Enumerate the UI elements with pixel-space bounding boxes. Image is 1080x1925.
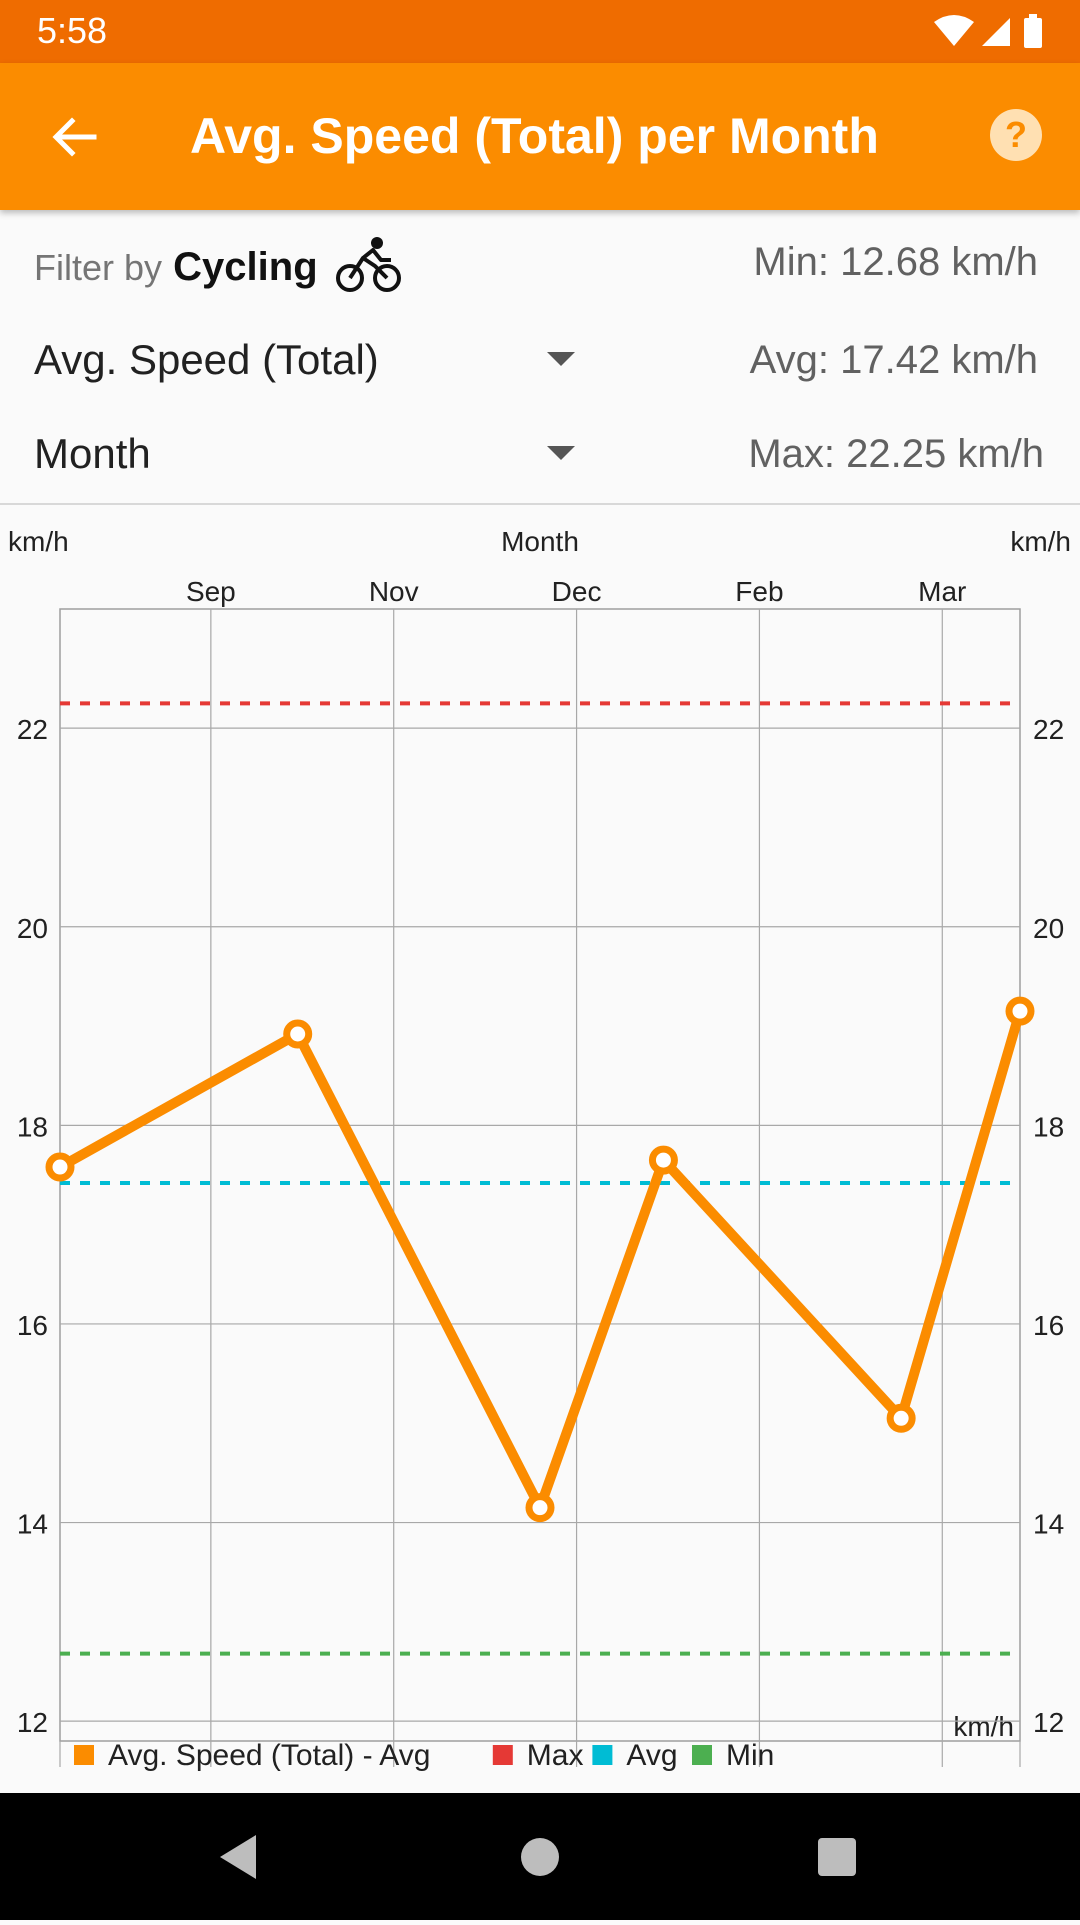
legend-label: Avg	[626, 1739, 677, 1772]
line-chart: km/h km/h Month km/h 12 12 14 14 16 16 18 18 20 2…	[8, 526, 1071, 1772]
series-layer	[45, 996, 1035, 1523]
bicycle-icon	[335, 237, 401, 292]
data-point	[1005, 996, 1035, 1026]
x-tick-label: Mar	[918, 576, 966, 607]
x-tick-label: Dec	[552, 576, 602, 607]
chart: km/h km/h Month km/h 12 12 14 14 16 16 18 18 20 2…	[0, 505, 1080, 1793]
y-tick-label-right: 20	[1033, 913, 1064, 944]
plot-frame	[59, 608, 1021, 1742]
legend-swatch	[492, 1745, 513, 1765]
legend-swatch	[692, 1745, 712, 1765]
status-bar: 5:58	[0, 0, 1080, 63]
nav-buttons	[220, 1835, 856, 1879]
chart-title: Month	[501, 526, 579, 557]
y-tick-label-left: 16	[17, 1310, 48, 1341]
x-tick-label: Feb	[735, 576, 783, 607]
y-tick-label-right: 12	[1033, 1707, 1064, 1738]
divider	[0, 503, 1080, 505]
status-time: 5:58	[37, 10, 108, 51]
data-point	[45, 1152, 75, 1182]
y-tick-label-left: 22	[17, 714, 48, 745]
period-dropdown[interactable]: Month	[34, 430, 151, 478]
navigation-bar	[0, 1793, 1080, 1920]
chart-grid: 12 12 14 14 16 16 18 18 20 20 22 22 Sep Nov Dec Feb Mar	[17, 576, 1064, 1767]
y-tick-label-right: 18	[1033, 1111, 1064, 1142]
series-line	[57, 1009, 1025, 1513]
filter-row[interactable]: Filter by Cycling	[34, 236, 403, 294]
stat-min: Min: 12.68 km/h	[753, 240, 1038, 284]
nav-back-icon[interactable]	[220, 1835, 256, 1879]
y-tick-label-right: 16	[1033, 1310, 1064, 1341]
status-icons	[934, 14, 1042, 48]
battery-icon	[1024, 18, 1042, 48]
wifi-icon	[934, 15, 974, 46]
page-title: Avg. Speed (Total) per Month	[190, 108, 879, 164]
x-tick-label: Nov	[369, 576, 419, 607]
metric-dropdown[interactable]: Avg. Speed (Total)	[34, 336, 379, 384]
data-point	[525, 1493, 555, 1523]
chart-legend: Avg. Speed (Total) - Avg Max Avg Min	[74, 1739, 774, 1772]
stat-avg: Avg: 17.42 km/h	[749, 338, 1038, 382]
legend-label: Min	[726, 1739, 774, 1772]
y-tick-label-left: 12	[17, 1707, 48, 1738]
legend-label: Avg. Speed (Total) - Avg	[108, 1739, 430, 1772]
filter-activity: Cycling	[173, 245, 318, 289]
svg-text:?: ?	[1005, 114, 1027, 155]
y-tick-label-left: 14	[17, 1509, 48, 1540]
y-tick-label-right: 22	[1033, 714, 1064, 745]
period-dropdown-value: Month	[34, 430, 151, 477]
y-axis-label-bottom-right: km/h	[953, 1711, 1014, 1742]
chevron-down-icon[interactable]	[547, 352, 575, 366]
help-circle-icon[interactable]: ?	[988, 107, 1044, 163]
stat-max: Max: 22.25 km/h	[748, 432, 1044, 476]
filter-label: Filter by	[34, 247, 163, 288]
legend-label: Max	[527, 1739, 584, 1772]
chevron-down-icon[interactable]	[547, 446, 575, 460]
y-axis-label-right: km/h	[1010, 526, 1071, 557]
y-tick-label-left: 20	[17, 913, 48, 944]
data-point	[886, 1403, 916, 1433]
app-bar: Avg. Speed (Total) per Month ?	[0, 63, 1080, 210]
nav-recents-icon[interactable]	[818, 1838, 856, 1876]
legend-swatch	[592, 1745, 613, 1765]
legend-swatch	[74, 1745, 94, 1765]
y-axis-label-left: km/h	[8, 526, 69, 557]
data-point	[648, 1145, 678, 1175]
nav-home-icon[interactable]	[521, 1838, 559, 1876]
y-tick-label-right: 14	[1033, 1509, 1064, 1540]
arrow-back-icon[interactable]	[46, 109, 102, 165]
y-tick-label-left: 18	[17, 1111, 48, 1142]
data-point	[283, 1019, 313, 1049]
x-tick-label: Sep	[186, 576, 236, 607]
cellular-signal-icon	[982, 18, 1010, 46]
metric-dropdown-value: Avg. Speed (Total)	[34, 336, 379, 383]
